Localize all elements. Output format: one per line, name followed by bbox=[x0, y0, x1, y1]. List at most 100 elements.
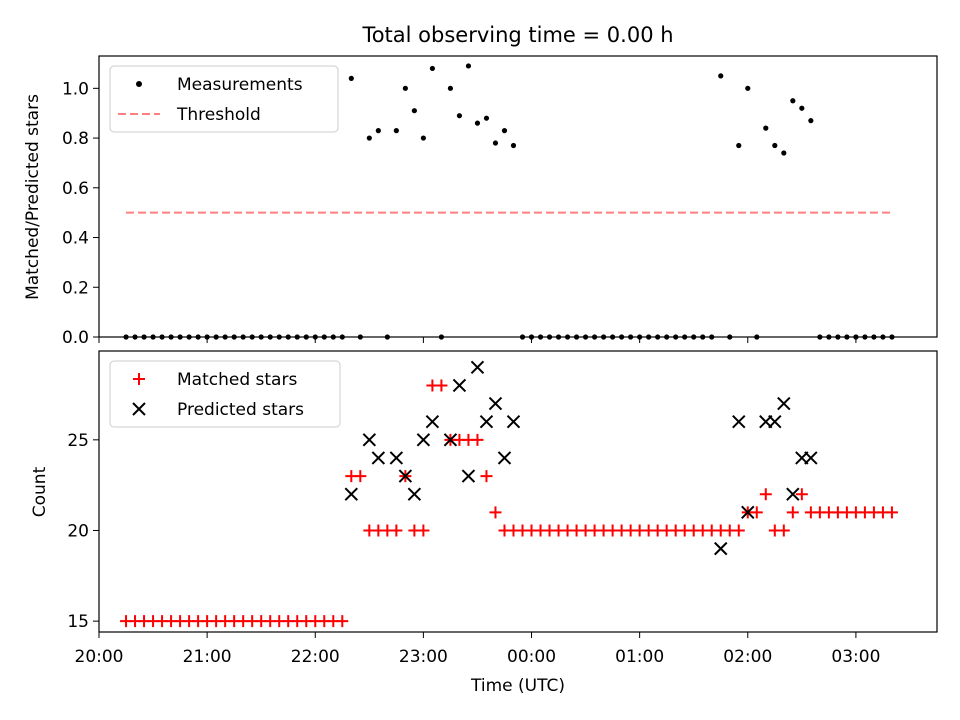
matched-star-point bbox=[777, 524, 790, 537]
matched-star-point bbox=[336, 615, 349, 628]
bottom-y-tick-label: 15 bbox=[67, 612, 89, 632]
matched-star-point bbox=[480, 470, 493, 483]
matched-star-point bbox=[732, 524, 745, 537]
measurement-point bbox=[510, 142, 517, 149]
matched-star-point bbox=[471, 433, 484, 446]
top-panel: Total observing time = 0.00 h 0.0 0.2 0.4 0… bbox=[23, 23, 938, 348]
predicted-star-point bbox=[389, 451, 404, 465]
predicted-star-point bbox=[768, 414, 782, 429]
predicted-star-point bbox=[732, 414, 746, 429]
matched-star-point bbox=[390, 524, 403, 537]
predicted-star-point bbox=[407, 487, 422, 501]
measurement-point bbox=[736, 142, 742, 149]
predicted-star-point bbox=[425, 414, 440, 429]
bottom-y-tick-label: 20 bbox=[67, 521, 89, 541]
x-tick-label: 20:00 bbox=[75, 647, 124, 667]
measurement-point bbox=[456, 113, 463, 119]
predicted-star-point bbox=[777, 396, 791, 411]
measurement-point bbox=[763, 125, 769, 131]
predicted-star-point bbox=[371, 451, 386, 465]
top-axes-frame bbox=[98, 55, 938, 338]
x-tick-label: 00:00 bbox=[507, 647, 556, 667]
top-legend: Measurements Threshold bbox=[109, 65, 339, 133]
predicted-star-point bbox=[786, 487, 800, 501]
x-tick-label: 02:00 bbox=[723, 647, 772, 667]
measurement-point bbox=[799, 105, 805, 111]
x-axis-label: Time (UTC) bbox=[470, 676, 565, 696]
measurement-point bbox=[429, 65, 435, 72]
measurement-point bbox=[393, 128, 399, 134]
predicted-star-point bbox=[416, 433, 431, 447]
bottom-x-axis: 20:00 21:00 22:00 23:00 00:00 01:00 02:00 03:00 bbox=[75, 632, 880, 667]
measurement-point bbox=[492, 140, 499, 146]
measurement-point bbox=[447, 85, 454, 91]
matched-star-point bbox=[795, 488, 808, 501]
top-y-axis-label: Matched/Predicted stars bbox=[23, 94, 43, 300]
legend-matched-label: Matched stars bbox=[177, 370, 297, 390]
matched-star-point bbox=[489, 506, 502, 519]
matched-star-point bbox=[759, 488, 772, 501]
predicted-star-point bbox=[497, 451, 512, 465]
predicted-star-point bbox=[488, 396, 503, 411]
measurement-point bbox=[772, 142, 778, 149]
measurement-point bbox=[411, 108, 417, 114]
top-chart-title: Total observing time = 0.00 h bbox=[361, 23, 673, 47]
bottom-y-axis-label: Count bbox=[30, 466, 50, 517]
measurement-point bbox=[781, 150, 787, 156]
top-y-tick-label: 0.6 bbox=[62, 179, 89, 199]
matched-star-point bbox=[750, 506, 763, 519]
measurement-point bbox=[375, 128, 381, 134]
predicted-star-point bbox=[714, 541, 728, 556]
bottom-legend-box bbox=[109, 360, 341, 428]
bottom-y-axis: 15 20 25 bbox=[67, 431, 99, 632]
measurement-point bbox=[483, 115, 490, 121]
bottom-y-tick-label: 25 bbox=[67, 431, 89, 451]
x-tick-label: 22:00 bbox=[291, 647, 340, 667]
top-x-axis bbox=[98, 337, 857, 343]
top-y-tick-label: 0.8 bbox=[62, 129, 89, 149]
legend-measurements-marker bbox=[136, 81, 142, 87]
predicted-star-point bbox=[470, 360, 485, 375]
measurement-point bbox=[790, 98, 796, 104]
x-tick-label: 21:00 bbox=[183, 647, 232, 667]
measurement-point bbox=[808, 118, 814, 124]
measurement-point bbox=[420, 135, 426, 141]
top-y-tick-label: 0.4 bbox=[62, 229, 89, 249]
predicted-star-point bbox=[344, 487, 359, 501]
measurement-point bbox=[366, 135, 372, 141]
legend-matched-marker bbox=[133, 373, 145, 385]
top-y-tick-label: 0.0 bbox=[62, 328, 89, 348]
measurement-point bbox=[745, 85, 751, 91]
predicted-star-point bbox=[362, 433, 377, 447]
top-y-tick-label: 0.2 bbox=[62, 278, 89, 298]
measurement-point bbox=[465, 63, 472, 69]
bottom-legend: Matched stars Predicted stars bbox=[109, 360, 341, 428]
matched-star-point bbox=[417, 524, 430, 537]
predicted-star-point bbox=[479, 414, 494, 429]
matched-star-point bbox=[786, 506, 799, 519]
predicted-star-point bbox=[461, 469, 476, 483]
bottom-axes-frame bbox=[98, 350, 938, 633]
legend-predicted-label: Predicted stars bbox=[177, 400, 304, 420]
predicted-star-point bbox=[741, 505, 755, 520]
matched-star-point bbox=[435, 379, 448, 392]
matched-star-point bbox=[354, 470, 367, 483]
bottom-panel: 15 20 25 20:00 21:00 22:00 23:00 00:00 01:00 02:… bbox=[30, 350, 938, 696]
top-legend-box bbox=[109, 65, 339, 133]
legend-measurements-label: Measurements bbox=[177, 75, 303, 95]
predicted-star-point bbox=[398, 469, 413, 483]
measurement-point bbox=[348, 75, 354, 81]
bottom-plot-area bbox=[120, 360, 898, 628]
predicted-star-point bbox=[804, 451, 818, 465]
x-tick-label: 01:00 bbox=[615, 647, 664, 667]
x-tick-label: 03:00 bbox=[831, 647, 880, 667]
predicted-star-point bbox=[443, 433, 458, 447]
top-y-axis: 0.0 0.2 0.4 0.6 0.8 1.0 bbox=[62, 79, 99, 348]
x-tick-label: 23:00 bbox=[399, 647, 448, 667]
matched-star-point bbox=[885, 506, 898, 519]
predicted-star-point bbox=[506, 414, 521, 429]
measurement-point bbox=[402, 85, 408, 91]
legend-predicted-marker bbox=[132, 402, 146, 416]
measurement-point bbox=[474, 120, 481, 126]
